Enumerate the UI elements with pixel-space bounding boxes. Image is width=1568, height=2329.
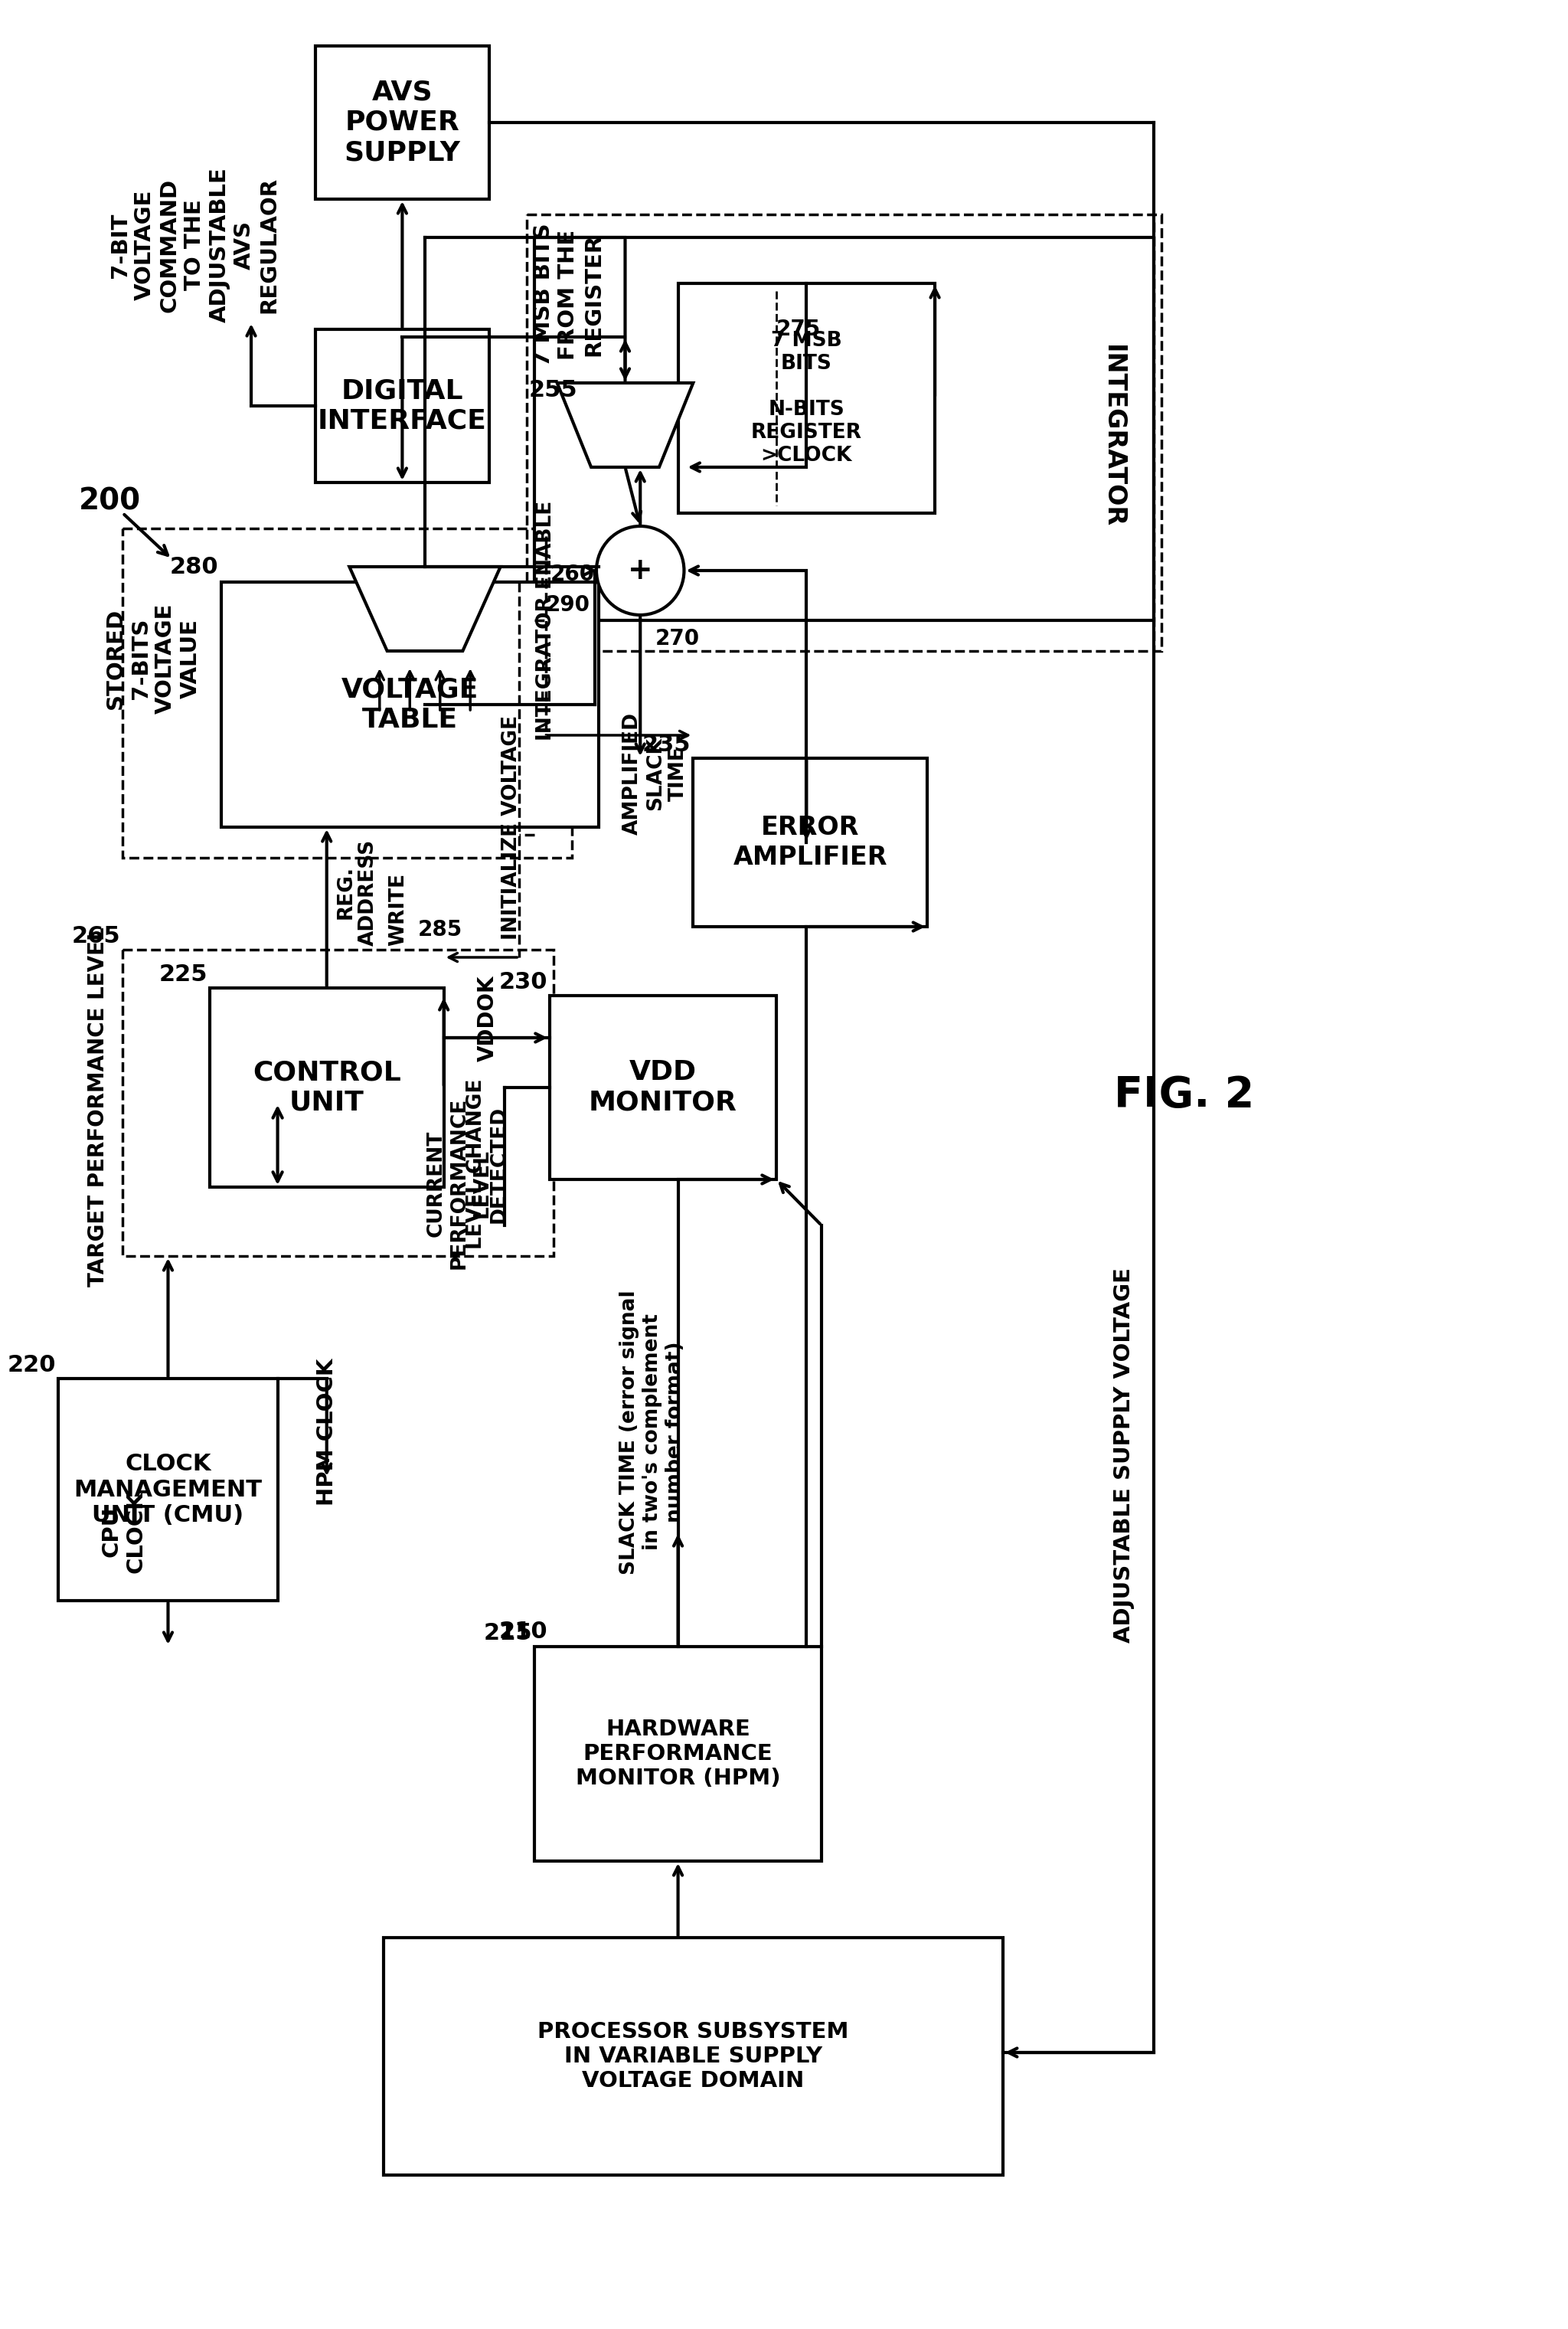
Bar [535, 1647, 822, 1861]
Text: 265: 265 [72, 925, 121, 948]
Text: 215: 215 [483, 1621, 532, 1644]
Bar [315, 47, 489, 198]
Bar [315, 328, 489, 482]
Text: WRITE: WRITE [389, 873, 408, 946]
Text: FIG. 2: FIG. 2 [1113, 1074, 1254, 1116]
Text: 230: 230 [499, 971, 547, 994]
Bar [527, 214, 1162, 652]
Text: PROCESSOR SUBSYSTEM
IN VARIABLE SUPPLY
VOLTAGE DOMAIN: PROCESSOR SUBSYSTEM IN VARIABLE SUPPLY V… [538, 2022, 848, 2091]
Bar [383, 1938, 1004, 2175]
Text: 260: 260 [550, 564, 594, 585]
Text: 210: 210 [499, 1621, 547, 1642]
Text: SLACK TIME (error signal
in two's complement
number format): SLACK TIME (error signal in two's comple… [619, 1290, 685, 1574]
Text: ADJUSTABLE SUPPLY VOLTAGE: ADJUSTABLE SUPPLY VOLTAGE [1113, 1267, 1135, 1642]
Polygon shape [350, 566, 500, 652]
Text: 225: 225 [158, 964, 207, 985]
Text: CONTROL
UNIT: CONTROL UNIT [252, 1060, 401, 1116]
Text: 290: 290 [546, 594, 590, 615]
Text: INTEGRATOR: INTEGRATOR [1099, 345, 1126, 529]
Bar [58, 1379, 278, 1600]
Text: 270: 270 [655, 629, 699, 650]
Text: INTEGRATOR ENABLE: INTEGRATOR ENABLE [536, 501, 555, 741]
Text: AMPLIFIED
SLACK
TIME: AMPLIFIED SLACK TIME [622, 713, 688, 834]
Text: STORED
7-BITS
VOLTAGE
VALUE: STORED 7-BITS VOLTAGE VALUE [105, 603, 201, 715]
Text: 280: 280 [169, 557, 218, 578]
Text: CPU
CLOCK: CPU CLOCK [100, 1491, 146, 1572]
Text: CURRENT
PERFORMANCE
LEVEL: CURRENT PERFORMANCE LEVEL [426, 1097, 492, 1269]
Text: VOLTAGE
TABLE: VOLTAGE TABLE [342, 675, 478, 734]
Polygon shape [557, 382, 693, 468]
Text: HPM CLOCK: HPM CLOCK [317, 1358, 337, 1507]
Bar [677, 284, 935, 512]
Text: 220: 220 [8, 1353, 56, 1376]
Text: AVS
POWER
SUPPLY: AVS POWER SUPPLY [343, 79, 461, 165]
Bar [210, 987, 444, 1188]
Text: 200: 200 [78, 487, 141, 517]
Circle shape [596, 526, 684, 615]
Text: DIGITAL
INTERFACE: DIGITAL INTERFACE [318, 377, 486, 433]
Text: 7-BIT
VOLTAGE
COMMAND
TO THE
ADJUSTABLE
AVS
REGULAOR: 7-BIT VOLTAGE COMMAND TO THE ADJUSTABLE … [110, 168, 279, 324]
Text: 255: 255 [528, 380, 577, 401]
Text: 235: 235 [643, 734, 691, 757]
Bar [221, 582, 599, 827]
Text: 7 MSB BITS
FROM THE
REGISTER: 7 MSB BITS FROM THE REGISTER [533, 224, 604, 366]
Text: INITIALIZE VOLTAGE: INITIALIZE VOLTAGE [502, 715, 522, 939]
Text: 285: 285 [417, 920, 463, 941]
Text: HARDWARE
PERFORMANCE
MONITOR (HPM): HARDWARE PERFORMANCE MONITOR (HPM) [575, 1719, 781, 1789]
Text: LEVEL CHANGE
DETECTED: LEVEL CHANGE DETECTED [466, 1078, 510, 1248]
Text: ERROR
AMPLIFIER: ERROR AMPLIFIER [734, 815, 887, 869]
Text: VDD
MONITOR: VDD MONITOR [588, 1060, 737, 1116]
Bar [693, 759, 927, 927]
Bar [122, 950, 554, 1255]
Bar [535, 238, 1154, 620]
Bar [122, 529, 572, 857]
Text: REG.
ADDRESS: REG. ADDRESS [336, 838, 378, 946]
Text: 275: 275 [776, 319, 820, 340]
Text: 7 MSB
BITS

N-BITS
REGISTER
>CLOCK: 7 MSB BITS N-BITS REGISTER >CLOCK [751, 331, 862, 466]
Text: VDDOK: VDDOK [477, 976, 499, 1062]
Text: CLOCK
MANAGEMENT
UNIT (CMU): CLOCK MANAGEMENT UNIT (CMU) [74, 1453, 262, 1525]
Text: TARGET PERFORMANCE LEVEL: TARGET PERFORMANCE LEVEL [88, 927, 108, 1286]
Text: +: + [627, 557, 652, 585]
Bar [549, 994, 776, 1178]
